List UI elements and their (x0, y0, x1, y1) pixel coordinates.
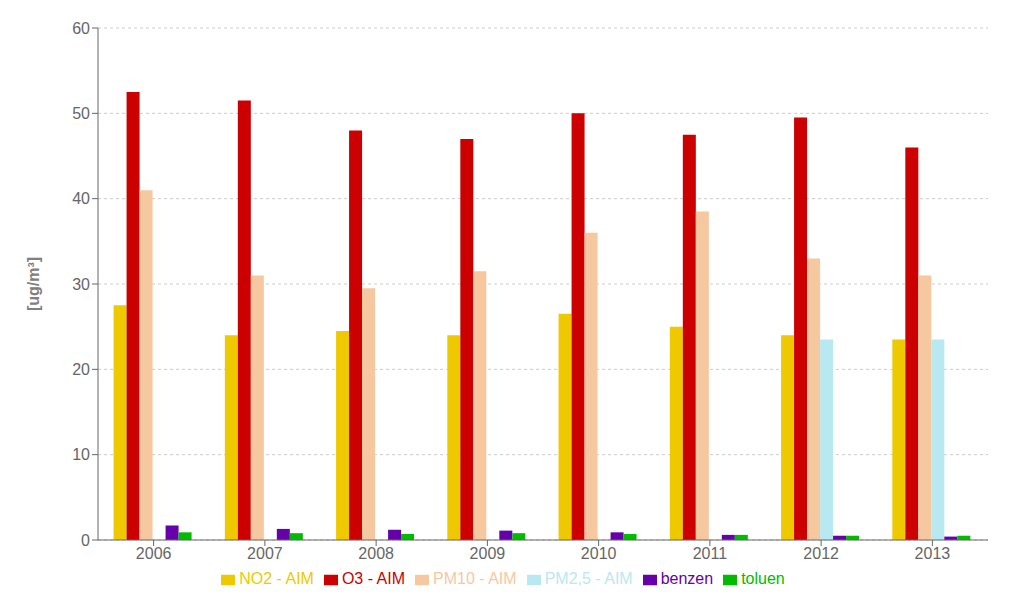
html-text:PM2,5 - AIM: PM2,5 - AIM (544, 570, 633, 587)
html-text:PM10 - AIM: PM10 - AIM (433, 570, 517, 587)
svg-text:40: 40 (72, 190, 90, 207)
svg-text:0: 0 (81, 532, 90, 549)
svg-text:2007: 2007 (247, 545, 283, 562)
svg-text:50: 50 (72, 105, 90, 122)
svg-text:2009: 2009 (470, 545, 506, 562)
svg-text:2012: 2012 (803, 545, 839, 562)
svg-text:10: 10 (72, 446, 90, 463)
svg-text:60: 60 (72, 20, 90, 37)
svg-text:20: 20 (72, 361, 90, 378)
svg-text:2010: 2010 (581, 545, 617, 562)
svg-text:2011: 2011 (693, 545, 728, 562)
html-text:benzen: benzen (660, 570, 714, 587)
svg-text:2006: 2006 (136, 545, 172, 562)
html-text:O3 - AIM: O3 - AIM (341, 570, 405, 587)
svg-text:30: 30 (72, 276, 90, 293)
html-text:toluen: toluen (741, 570, 785, 587)
html-text:NO2 - AIM: NO2 - AIM (239, 570, 314, 587)
svg-text:[ug/m³]: [ug/m³] (25, 257, 42, 311)
svg-text:2008: 2008 (358, 545, 394, 562)
svg-text:2013: 2013 (915, 545, 951, 562)
